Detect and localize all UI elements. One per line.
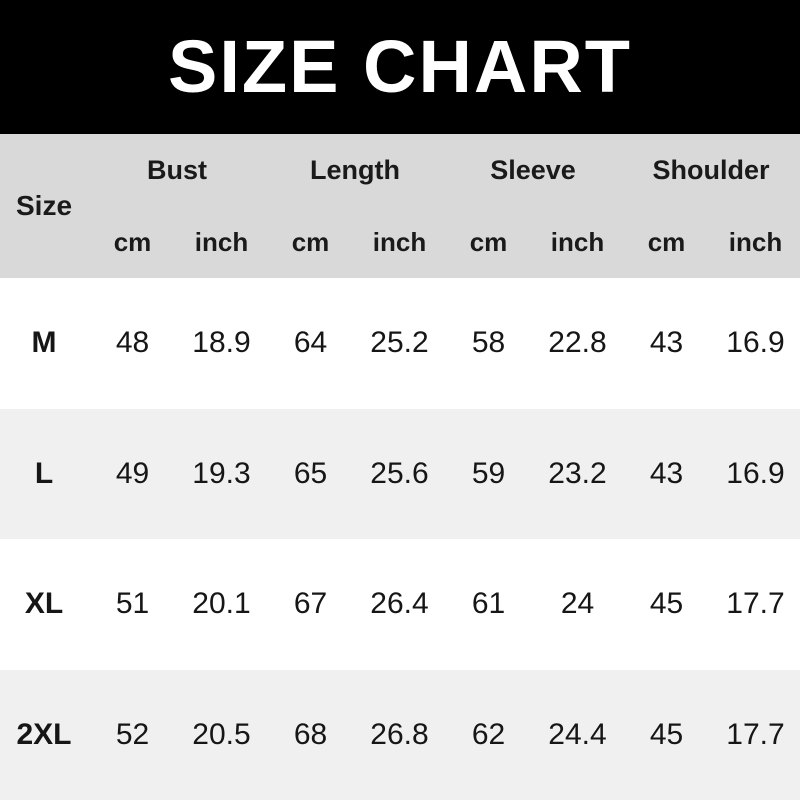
table-row-xl: XL 51 20.1 67 26.4 61 24 45 17.7 bbox=[0, 539, 800, 670]
cell-bust-cm: 48 bbox=[115, 326, 150, 360]
table-row-2xl: 2XL 52 20.5 68 26.8 62 24.4 45 17.7 bbox=[0, 669, 800, 800]
cell-shoulder-inch: 17.7 bbox=[726, 717, 785, 751]
unit-header-length-cm: cm bbox=[291, 227, 330, 257]
cell-sleeve-inch: 24 bbox=[560, 587, 595, 621]
column-group-sleeve: Sleeve bbox=[490, 155, 576, 185]
table-body: M 48 18.9 64 25.2 58 22.8 43 16.9 L 49 1… bbox=[0, 278, 800, 800]
unit-header-sleeve-inch: inch bbox=[550, 227, 605, 257]
cell-length-inch: 25.6 bbox=[370, 456, 429, 490]
unit-header-bust-cm: cm bbox=[113, 227, 152, 257]
cell-sleeve-inch: 22.8 bbox=[548, 326, 607, 360]
cell-sleeve-cm: 58 bbox=[471, 326, 506, 360]
unit-header-shoulder-inch: inch bbox=[728, 227, 783, 257]
cell-sleeve-cm: 59 bbox=[471, 456, 506, 490]
cell-bust-cm: 49 bbox=[115, 456, 150, 490]
size-label: M bbox=[31, 326, 57, 360]
size-label: XL bbox=[24, 587, 64, 621]
cell-bust-inch: 18.9 bbox=[192, 326, 251, 360]
table-header: Size Bust Length Sleeve Shoulder cm inch… bbox=[0, 134, 800, 278]
cell-shoulder-cm: 43 bbox=[649, 326, 684, 360]
size-label: 2XL bbox=[16, 717, 72, 751]
cell-length-inch: 26.4 bbox=[370, 587, 429, 621]
cell-sleeve-cm: 61 bbox=[471, 587, 506, 621]
cell-bust-cm: 52 bbox=[115, 717, 150, 751]
unit-header-length-inch: inch bbox=[372, 227, 427, 257]
unit-header-sleeve-cm: cm bbox=[469, 227, 508, 257]
cell-bust-inch: 20.1 bbox=[192, 587, 251, 621]
page-title: SIZE CHART bbox=[168, 25, 632, 108]
title-banner: SIZE CHART bbox=[0, 0, 800, 134]
unit-header-bust-inch: inch bbox=[194, 227, 249, 257]
cell-sleeve-inch: 23.2 bbox=[548, 456, 607, 490]
cell-sleeve-cm: 62 bbox=[471, 717, 506, 751]
cell-length-cm: 64 bbox=[293, 326, 328, 360]
size-table: Size Bust Length Sleeve Shoulder cm inch… bbox=[0, 134, 800, 800]
cell-shoulder-inch: 17.7 bbox=[726, 587, 785, 621]
column-group-shoulder: Shoulder bbox=[652, 155, 770, 185]
cell-shoulder-cm: 43 bbox=[649, 456, 684, 490]
cell-shoulder-cm: 45 bbox=[649, 587, 684, 621]
cell-bust-cm: 51 bbox=[115, 587, 150, 621]
column-group-length: Length bbox=[310, 155, 400, 185]
cell-shoulder-inch: 16.9 bbox=[726, 456, 785, 490]
cell-bust-inch: 19.3 bbox=[192, 456, 251, 490]
cell-length-inch: 26.8 bbox=[370, 717, 429, 751]
table-row-m: M 48 18.9 64 25.2 58 22.8 43 16.9 bbox=[0, 278, 800, 409]
unit-header-shoulder-cm: cm bbox=[647, 227, 686, 257]
column-header-size: Size bbox=[15, 190, 73, 221]
cell-bust-inch: 20.5 bbox=[192, 717, 251, 751]
cell-shoulder-inch: 16.9 bbox=[726, 326, 785, 360]
cell-length-cm: 67 bbox=[293, 587, 328, 621]
cell-length-cm: 68 bbox=[293, 717, 328, 751]
cell-length-cm: 65 bbox=[293, 456, 328, 490]
cell-sleeve-inch: 24.4 bbox=[548, 717, 607, 751]
size-label: L bbox=[34, 456, 54, 490]
cell-length-inch: 25.2 bbox=[370, 326, 429, 360]
table-row-l: L 49 19.3 65 25.6 59 23.2 43 16.9 bbox=[0, 408, 800, 539]
column-group-bust: Bust bbox=[147, 155, 207, 185]
cell-shoulder-cm: 45 bbox=[649, 717, 684, 751]
